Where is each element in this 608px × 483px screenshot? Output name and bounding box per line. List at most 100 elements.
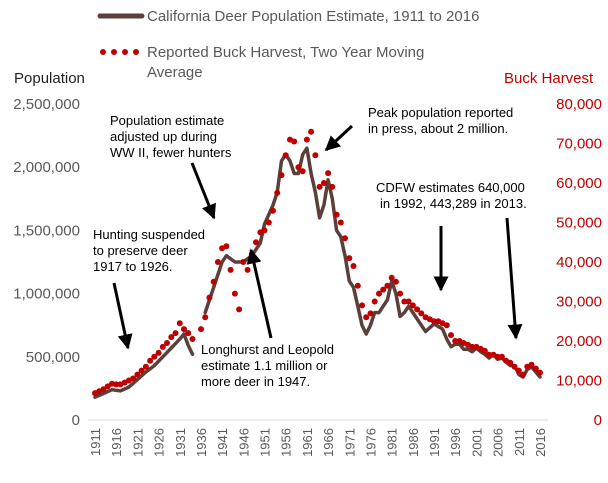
- harvest-point: [494, 353, 501, 360]
- right-tick-label: 0: [594, 412, 602, 429]
- x-tick-label: 2016: [533, 428, 548, 457]
- harvest-point: [392, 278, 399, 285]
- harvest-point: [498, 353, 505, 360]
- x-tick-label: 1991: [427, 428, 442, 457]
- harvest-point: [316, 183, 323, 190]
- harvest-point: [282, 152, 289, 159]
- harvest-point: [176, 320, 183, 327]
- harvest-point: [376, 290, 382, 297]
- legend-harvest-label-line1: Reported Buck Harvest, Two Year Moving: [147, 44, 424, 61]
- harvest-point: [198, 326, 204, 333]
- x-tick-label: 1921: [130, 428, 145, 457]
- harvest-point: [384, 282, 391, 289]
- annotation-longhurst-leopold: Longhurst and Leopold estimate 1.1 milli…: [201, 342, 338, 389]
- x-tick-label: 1966: [321, 428, 336, 457]
- right-tick-label: 30,000: [556, 294, 602, 311]
- harvest-point: [363, 314, 370, 321]
- harvest-point: [138, 367, 145, 374]
- harvest-point: [181, 326, 187, 333]
- harvest-point: [401, 298, 408, 305]
- harvest-point: [409, 302, 416, 309]
- x-tick-label: 1981: [385, 428, 400, 457]
- harvest-point: [206, 294, 213, 301]
- harvest-point: [452, 338, 459, 344]
- harvest-point: [299, 168, 306, 175]
- harvest-point: [223, 243, 230, 250]
- harvest-point: [295, 164, 302, 171]
- harvest-point: [333, 211, 340, 218]
- harvest-point: [291, 138, 298, 145]
- harvest-point: [486, 351, 493, 358]
- harvest-point: [253, 239, 259, 246]
- harvest-point: [528, 361, 535, 368]
- harvest-point: [130, 375, 137, 382]
- harvest-point: [507, 359, 514, 366]
- harvest-point: [303, 136, 310, 143]
- harvest-point: [312, 152, 319, 159]
- harvest-point: [325, 170, 332, 177]
- left-axis-title: Population: [14, 70, 85, 87]
- harvest-point: [320, 180, 327, 186]
- harvest-point: [337, 219, 344, 226]
- legend: California Deer Population Estimate, 191…: [97, 8, 479, 81]
- harvest-point: [134, 371, 141, 378]
- x-tick-label: 2001: [469, 428, 484, 457]
- harvest-point: [265, 219, 272, 226]
- harvest-point: [270, 207, 276, 214]
- harvest-point: [227, 266, 234, 273]
- left-axis-ticks: 0 500,000 1,000,000 1,500,000 2,000,000 2,500…: [13, 96, 80, 429]
- harvest-point: [414, 306, 421, 313]
- annotation-peak-population: Peak population reported in press, about…: [368, 105, 517, 136]
- harvest-series: [92, 128, 543, 397]
- harvest-point: [405, 298, 412, 305]
- x-tick-label: 1926: [152, 428, 167, 457]
- harvest-point: [350, 263, 357, 269]
- harvest-point: [189, 336, 196, 342]
- harvest-point: [172, 330, 179, 337]
- harvest-point: [431, 318, 437, 325]
- harvest-point: [231, 290, 238, 297]
- x-tick-label: 1931: [173, 428, 188, 457]
- harvest-point: [151, 353, 158, 360]
- harvest-point: [329, 183, 336, 190]
- x-tick-label: 1986: [406, 428, 421, 457]
- harvest-point: [240, 259, 247, 265]
- annotation-hunting-suspended: Hunting suspended to preserve deer 1917 …: [93, 227, 209, 274]
- x-tick-label: 2006: [491, 428, 506, 457]
- legend-harvest-label-line2: Average: [147, 64, 203, 81]
- harvest-point: [388, 274, 395, 281]
- x-tick-label: 1951: [258, 428, 273, 457]
- harvest-point: [147, 357, 154, 364]
- harvest-point: [308, 128, 315, 135]
- harvest-point: [214, 259, 221, 265]
- right-tick-label: 20,000: [556, 333, 602, 350]
- arrow-hunting-suspended: [112, 282, 133, 350]
- legend-harvest-swatch: [100, 49, 139, 55]
- x-tick-label: 1976: [363, 428, 378, 457]
- right-tick-label: 80,000: [556, 96, 602, 113]
- x-tick-label: 1911: [88, 428, 103, 456]
- harvest-point: [155, 349, 162, 356]
- harvest-point: [278, 172, 285, 179]
- x-tick-label: 1941: [215, 428, 230, 457]
- x-tick-label: 2011: [512, 428, 527, 456]
- left-tick-label: 2,500,000: [13, 96, 80, 113]
- harvest-point: [346, 255, 353, 262]
- harvest-point: [202, 314, 209, 321]
- left-tick-label: 0: [72, 412, 80, 429]
- x-tick-label: 1946: [236, 428, 251, 457]
- harvest-point: [380, 286, 387, 293]
- harvest-point: [354, 282, 361, 289]
- harvest-point: [164, 340, 170, 346]
- harvest-point: [511, 363, 518, 370]
- x-axis-ticks: 1911 1916 1921 1926 1931 1936 1941 1946 1951 1956…: [88, 428, 548, 457]
- legend-population-label: California Deer Population Estimate, 191…: [147, 8, 479, 25]
- harvest-point: [244, 266, 251, 273]
- annotation-population-adjusted: Population estimate adjusted up during W…: [110, 113, 232, 160]
- arrow-peak-population: [324, 124, 354, 152]
- left-tick-label: 1,000,000: [13, 286, 80, 303]
- harvest-point: [367, 310, 374, 317]
- harvest-point: [418, 310, 425, 317]
- x-tick-label: 1996: [448, 428, 463, 457]
